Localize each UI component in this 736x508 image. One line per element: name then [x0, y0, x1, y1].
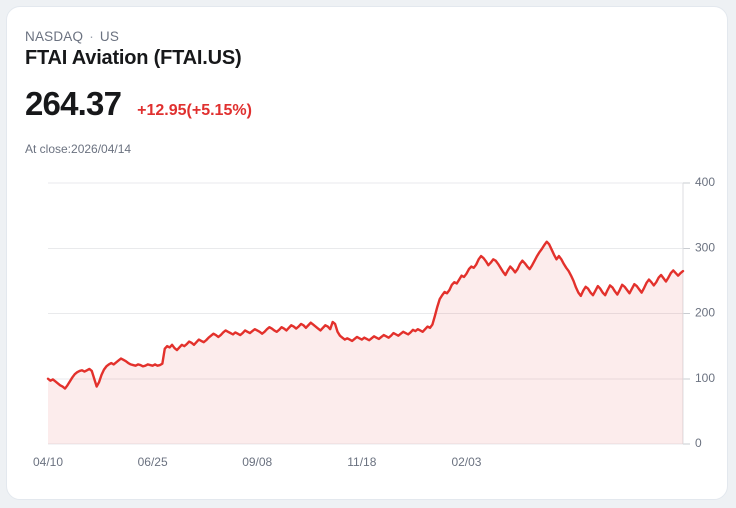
separator-dot: · — [89, 29, 94, 44]
chart-line-series — [46, 240, 685, 390]
price-chart[interactable]: 0 100 200 300 400 04/10 06/25 09/08 11/18 02/03 — [7, 167, 728, 497]
market-status-text: At close:2026/04/14 — [25, 142, 132, 156]
exchange-region-row: NASDAQ · US — [25, 29, 119, 44]
region-name: US — [99, 29, 120, 44]
x-axis-label: 02/03 — [451, 455, 481, 469]
price-change: +12.95(+5.15%) — [137, 102, 252, 119]
stock-quote-card: NASDAQ · US FTAI Aviation (FTAI.US) 264.37… — [6, 6, 728, 500]
y-axis-label: 0 — [695, 436, 702, 450]
x-axis-label: 04/10 — [33, 455, 63, 469]
exchange-name: NASDAQ — [25, 29, 84, 44]
page-title: FTAI Aviation (FTAI.US) — [25, 47, 242, 69]
x-axis-label: 11/18 — [347, 455, 376, 469]
x-axis-label: 06/25 — [138, 455, 168, 469]
y-axis-label: 200 — [695, 306, 715, 320]
price-chart-svg[interactable]: 0 100 200 300 400 04/10 06/25 09/08 11/18 02/03 — [7, 167, 728, 497]
y-axis-label: 400 — [695, 175, 715, 189]
y-axis-label: 100 — [695, 371, 715, 385]
current-price: 264.37 — [25, 85, 122, 122]
chart-area-fill — [48, 241, 683, 444]
x-axis-label: 09/08 — [242, 455, 272, 469]
y-axis-label: 300 — [695, 240, 715, 254]
price-row: 264.37 +12.95(+5.15%) — [25, 87, 252, 120]
